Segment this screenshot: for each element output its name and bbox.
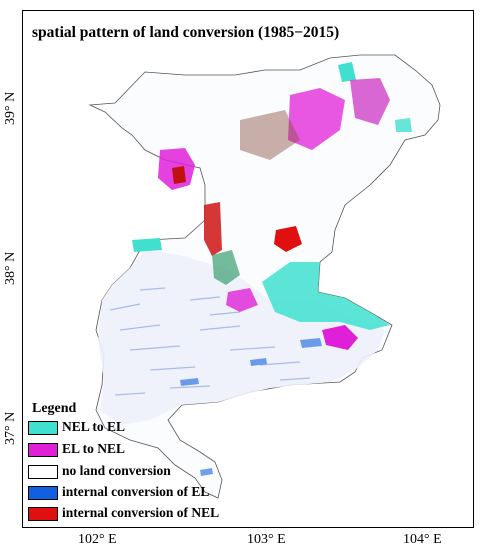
- map-title: spatial pattern of land conversion (1985…: [32, 24, 340, 41]
- x-tick-label: 102° E: [78, 532, 117, 547]
- cyan-patch-central: [262, 262, 390, 330]
- y-tick-label: 37° N: [3, 411, 18, 445]
- legend-swatch: [28, 421, 58, 435]
- legend-title: Legend: [32, 401, 77, 416]
- cyan-patch-north: [338, 62, 356, 82]
- y-tick-label: 38° N: [3, 251, 18, 285]
- legend-swatch: [28, 507, 58, 521]
- legend-swatch: [28, 465, 58, 479]
- legend-label: no land conversion: [62, 463, 171, 478]
- legend-label: EL to NEL: [62, 441, 126, 456]
- x-tick-label: 103° E: [247, 532, 286, 547]
- legend-label: internal conversion of EL: [62, 484, 210, 499]
- cyan-patch-west: [132, 238, 162, 252]
- magenta-patch-north: [288, 88, 345, 150]
- cyan-patch-east: [395, 118, 412, 132]
- magenta-patch-mid: [226, 288, 258, 312]
- red-patch-center: [274, 226, 302, 252]
- legend-label: internal conversion of NEL: [62, 505, 220, 520]
- y-tick-label: 39° N: [3, 91, 18, 125]
- red-patch-corridor: [204, 202, 222, 256]
- magenta-patch-ne: [350, 78, 390, 125]
- legend-label: NEL to EL: [62, 419, 126, 434]
- southern-texture-strokes: [109, 287, 311, 396]
- legend-swatch: [28, 443, 58, 457]
- mixed-patch-north: [240, 110, 300, 160]
- magenta-patch-se: [322, 325, 358, 350]
- legend-swatch: [28, 486, 58, 500]
- x-tick-label: 104° E: [403, 532, 442, 547]
- map-legend: Legend NEL to EL EL to NEL no land conve…: [24, 400, 246, 525]
- mixed-patch-corridor: [212, 250, 240, 285]
- southern-area-texture: [98, 250, 385, 425]
- red-patch-nw: [172, 166, 186, 184]
- blue-patch-scatter: [180, 338, 322, 476]
